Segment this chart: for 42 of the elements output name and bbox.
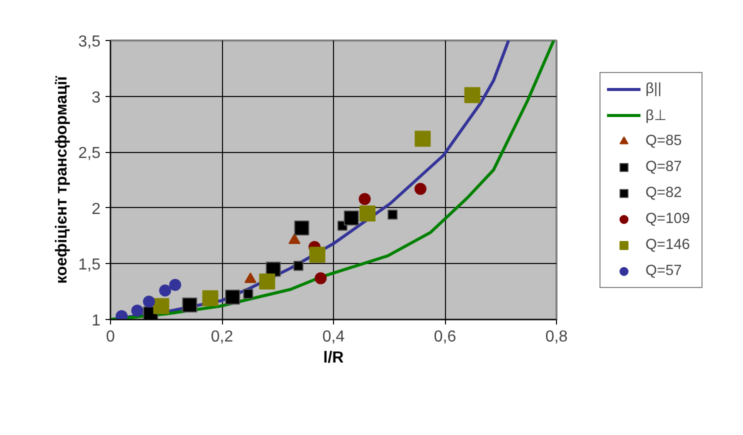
y-axis-title: коефіцієнт трансформації: [53, 76, 70, 284]
x-axis-title: l/R: [323, 350, 344, 366]
y-tick-label: 3,5: [78, 34, 101, 50]
point: [294, 220, 310, 236]
point: [182, 297, 198, 312]
legend-label: Q=109: [646, 210, 691, 226]
point: [414, 182, 426, 195]
x-tick-label: 0,4: [322, 328, 345, 346]
x-tick-label: 0: [106, 328, 116, 346]
point: [293, 260, 304, 271]
legend-label: β⊥: [646, 106, 668, 124]
y-tick-label: 1: [92, 312, 101, 330]
legend-label: Q=57: [646, 262, 683, 278]
point: [259, 274, 276, 290]
x-tick-label: 0,6: [434, 328, 456, 346]
point: [314, 272, 327, 284]
point: [464, 87, 480, 104]
point: [243, 288, 254, 299]
legend-label: Q=87: [646, 158, 683, 174]
legend-label: Q=85: [646, 132, 683, 148]
x-tick-label: 0,8: [545, 328, 568, 346]
legend-label: Q=82: [646, 184, 683, 200]
y-tick-label: 3: [92, 89, 101, 106]
x-tick-label: 0,2: [210, 328, 234, 346]
point: [225, 290, 240, 305]
legend-label: Q=146: [646, 236, 691, 252]
point: [169, 278, 182, 291]
legend-label: β||: [646, 80, 663, 96]
point: [142, 296, 155, 308]
point: [414, 130, 431, 147]
point: [202, 290, 218, 306]
point: [388, 210, 398, 220]
point: [360, 205, 376, 222]
point: [344, 210, 359, 226]
point: [159, 284, 172, 296]
y-tick-label: 1,5: [78, 256, 101, 274]
point: [131, 304, 144, 317]
y-tick-label: 2: [92, 200, 101, 218]
point: [309, 246, 326, 263]
point: [358, 192, 371, 205]
point: [153, 298, 170, 314]
y-tick-label: 2,5: [78, 145, 101, 162]
